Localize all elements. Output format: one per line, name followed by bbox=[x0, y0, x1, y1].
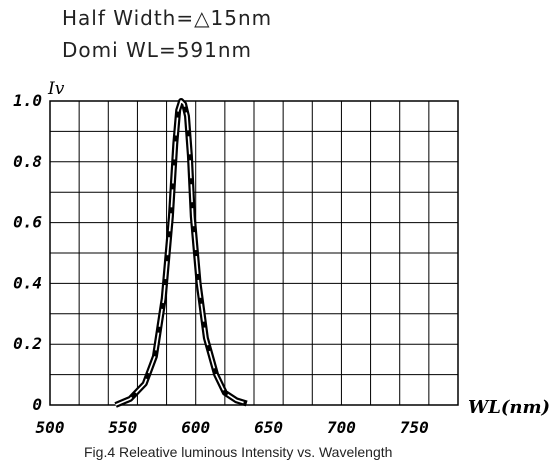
y-tick-label: 0.4 bbox=[13, 273, 42, 292]
x-tick-label: 650 bbox=[254, 418, 283, 437]
half-width-annotation: Half Width=△15nm bbox=[62, 6, 273, 30]
x-tick-label: 750 bbox=[400, 418, 429, 437]
series-group bbox=[114, 98, 248, 408]
plot-frame bbox=[49, 100, 459, 406]
x-tick-label: 700 bbox=[327, 418, 356, 437]
x-tick-label: 550 bbox=[108, 418, 137, 437]
x-tick-label: 500 bbox=[36, 418, 65, 437]
figure-caption: Fig.4 Releative luminous Intensity vs. W… bbox=[84, 444, 393, 460]
y-tick-label: 1.0 bbox=[13, 91, 42, 110]
y-tick-label: 0.2 bbox=[13, 334, 42, 353]
y-tick-label: 0 bbox=[32, 395, 42, 414]
tick-labels: 500 550 600 650 700 750 0 0.2 0.4 0.6 0.8 1.0 bbox=[13, 91, 429, 437]
x-axis-label: WL(nm) bbox=[468, 397, 550, 418]
dominant-wavelength-annotation: Domi WL=591nm bbox=[62, 38, 253, 62]
grid bbox=[49, 100, 459, 406]
y-tick-label: 0.8 bbox=[13, 152, 42, 171]
y-axis-label: Iv bbox=[47, 79, 65, 99]
x-tick-label: 600 bbox=[181, 418, 210, 437]
y-tick-label: 0.6 bbox=[13, 213, 42, 232]
series-line-inner bbox=[115, 100, 247, 406]
